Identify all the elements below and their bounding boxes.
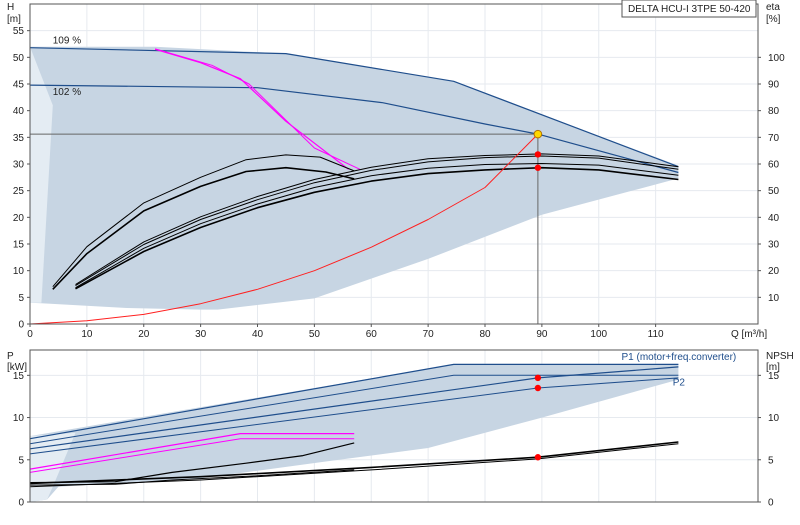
head-right-tick-label-5: 60 <box>768 160 780 171</box>
head-curve-2 <box>154 48 349 170</box>
head-y-tick-label-6: 30 <box>13 160 25 171</box>
top-y-axis-label: H <box>7 2 14 13</box>
bottom-right-axis-unit: [m] <box>766 362 780 373</box>
power-plot-frame <box>29 349 759 503</box>
bottom-y-axis-unit: [kW] <box>7 362 27 373</box>
head-annotation-1: 102 % <box>53 87 81 98</box>
power-curve-4 <box>29 433 355 470</box>
head-y-tick-label-11: 55 <box>13 26 25 37</box>
head-x-tick-label-4: 40 <box>252 329 264 340</box>
head-y-tick-label-9: 45 <box>13 80 25 91</box>
top-right-axis-label: eta <box>766 2 780 13</box>
head-curve-3 <box>154 48 361 170</box>
power-curve-8 <box>29 441 679 485</box>
bottom-y-axis-label: P <box>7 351 14 362</box>
model-label-box <box>621 0 757 18</box>
head-y-tick-label-1: 5 <box>18 293 24 304</box>
head-y-tick-label-2: 10 <box>13 266 25 277</box>
head-curve-6 <box>75 153 679 285</box>
head-annotation-0: 109 % <box>53 35 81 46</box>
head-x-tick-label-7: 70 <box>423 329 435 340</box>
head-curve-4 <box>52 154 355 288</box>
head-curve-7 <box>75 155 679 287</box>
power-curve-1 <box>29 374 679 445</box>
head-y-tick-label-10: 50 <box>13 53 25 64</box>
power-chart: 0 5 10 15 0 5 10 15 P1 (motor+freq.converter) P2 <box>13 349 780 509</box>
head-right-tick-label-7: 80 <box>768 106 780 117</box>
head-right-tick-label-9: 100 <box>768 53 785 64</box>
power-right-tick-label-1: 5 <box>768 455 774 466</box>
head-envelope-edge <box>30 46 53 303</box>
power-curve-0 <box>29 363 679 440</box>
head-x-tick-label-9: 90 <box>536 329 548 340</box>
head-y-tick-label-8: 40 <box>13 106 25 117</box>
head-curve-10 <box>29 133 539 325</box>
head-y-tick-label-5: 25 <box>13 186 25 197</box>
head-operating-point <box>533 129 543 139</box>
model-label: DELTA HCU-I 3TPE 50-420 <box>628 4 751 15</box>
head-curve-9 <box>75 166 679 290</box>
power-right-tick-label-2: 10 <box>768 413 780 424</box>
head-right-tick-label-2: 30 <box>768 240 780 251</box>
power-y-tick-label-0: 0 <box>18 498 24 509</box>
head-chart: 0 5 10 15 20 25 30 35 40 45 50 55 10 20 30 40 50 60 70 80 90… <box>13 3 785 340</box>
top-y-axis-unit: [m] <box>7 14 21 25</box>
head-right-tick-label-8: 90 <box>768 80 780 91</box>
power-curve-6 <box>29 442 355 484</box>
head-right-tick-label-4: 50 <box>768 186 780 197</box>
head-x-tick-label-11: 110 <box>648 329 664 340</box>
power-y-tick-label-1: 5 <box>18 455 24 466</box>
head-curve-1 <box>29 84 679 174</box>
bottom-right-axis-label: NPSH <box>766 351 794 362</box>
power-duty-marker-1 <box>534 384 542 392</box>
head-y-tick-label-4: 20 <box>13 213 25 224</box>
head-duty-marker-0 <box>534 151 542 158</box>
power-y-tick-label-2: 10 <box>13 413 25 424</box>
head-curve-5 <box>52 166 355 290</box>
head-right-tick-label-6: 70 <box>768 133 780 144</box>
head-x-tick-label-10: 100 <box>590 329 607 340</box>
head-x-tick-label-0: 0 <box>27 329 33 340</box>
head-x-tick-label-3: 30 <box>195 329 207 340</box>
head-duty-marker-1 <box>534 164 542 171</box>
power-duty-marker-0 <box>534 374 542 382</box>
head-x-tick-label-5: 50 <box>309 329 321 340</box>
power-legend-0: P1 (motor+freq.converter) <box>622 352 737 363</box>
head-right-tick-label-3: 40 <box>768 213 780 224</box>
head-x-tick-label-1: 10 <box>81 329 93 340</box>
power-duty-marker-2 <box>534 454 542 461</box>
head-right-tick-label-0: 10 <box>768 293 780 304</box>
head-y-tick-label-3: 15 <box>13 240 25 251</box>
power-curve-5 <box>29 438 355 473</box>
head-x-tick-label-8: 80 <box>479 329 491 340</box>
chart-labels: DELTA HCU-I 3TPE 50-420 H [m] eta [%] Q … <box>7 0 794 373</box>
head-curve-8 <box>75 163 679 289</box>
power-legend-1: P2 <box>673 377 686 388</box>
power-y-tick-label-3: 15 <box>13 371 25 382</box>
top-right-axis-unit: [%] <box>766 14 781 25</box>
head-right-tick-label-1: 20 <box>768 266 780 277</box>
power-curve-9 <box>29 443 679 488</box>
head-x-tick-label-6: 60 <box>366 329 378 340</box>
head-y-tick-label-7: 35 <box>13 133 25 144</box>
power-right-tick-label-0: 0 <box>768 498 774 509</box>
head-x-tick-label-2: 20 <box>138 329 150 340</box>
top-x-axis-label: Q [m³/h] <box>731 329 767 340</box>
head-y-tick-label-0: 0 <box>18 320 24 331</box>
power-right-tick-label-3: 15 <box>768 371 780 382</box>
